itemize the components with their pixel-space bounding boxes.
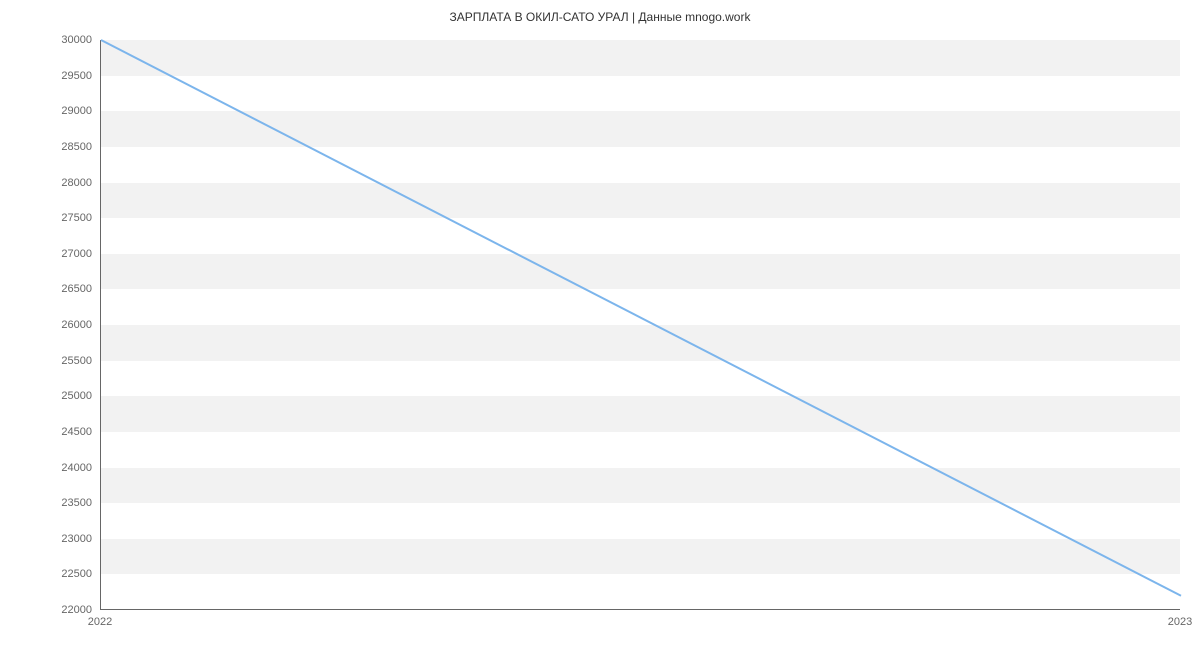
y-tick-label: 29500: [32, 70, 92, 82]
y-tick-label: 28500: [32, 141, 92, 153]
plot-area: [100, 40, 1180, 610]
y-tick-label: 27500: [32, 212, 92, 224]
y-tick-label: 25000: [32, 390, 92, 402]
y-tick-label: 23500: [32, 497, 92, 509]
y-tick-label: 23000: [32, 533, 92, 545]
series-line: [101, 40, 1181, 596]
y-tick-label: 22000: [32, 604, 92, 616]
y-tick-label: 22500: [32, 568, 92, 580]
y-tick-label: 27000: [32, 248, 92, 260]
x-tick-label: 2022: [88, 616, 112, 628]
y-tick-label: 26500: [32, 283, 92, 295]
y-tick-label: 25500: [32, 355, 92, 367]
chart-container: 2200022500230002350024000245002500025500…: [100, 40, 1180, 610]
y-tick-label: 24000: [32, 462, 92, 474]
y-tick-label: 24500: [32, 426, 92, 438]
y-tick-label: 28000: [32, 177, 92, 189]
x-tick-label: 2023: [1168, 616, 1192, 628]
y-tick-label: 29000: [32, 105, 92, 117]
y-tick-label: 26000: [32, 319, 92, 331]
chart-title: ЗАРПЛАТА В ОКИЛ-САТО УРАЛ | Данные mnogo…: [0, 10, 1200, 24]
line-series: [101, 40, 1181, 610]
y-tick-label: 30000: [32, 34, 92, 46]
